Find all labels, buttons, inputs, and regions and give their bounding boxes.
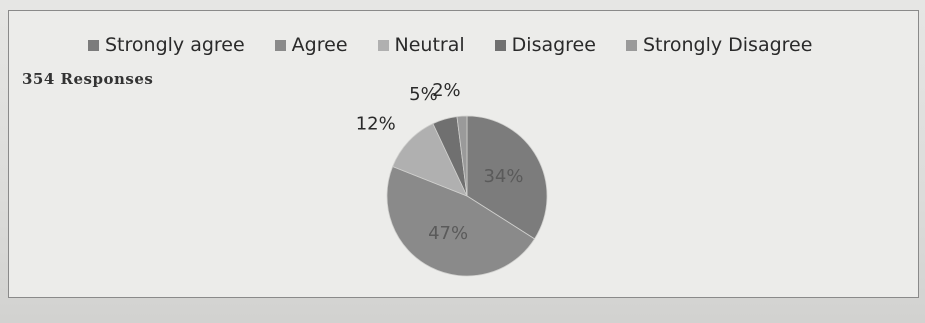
pie-label-neutral: 12% [356, 113, 396, 134]
pie-slice-agree [386, 166, 536, 277]
legend-swatch [494, 39, 506, 51]
legend-swatch [377, 39, 389, 51]
pie-label-agree: 47% [428, 223, 468, 244]
pie-label-strongly-agree: 34% [483, 166, 523, 187]
legend-item-disagree: Disagree [494, 34, 596, 56]
legend-label: Strongly Disagree [642, 34, 813, 56]
legend-label: Disagree [511, 34, 596, 56]
legend-swatch [274, 39, 286, 51]
legend-swatch [625, 39, 637, 51]
legend-item-strongly-disagree: Strongly Disagree [625, 34, 813, 56]
legend-label: Neutral [394, 34, 465, 56]
legend-label: Agree [291, 34, 348, 56]
legend-item-neutral: Neutral [377, 34, 465, 56]
pie-slice-strongly-agree [466, 115, 548, 240]
pie-slice-neutral [392, 123, 468, 197]
pie-label-disagree: 5% [409, 84, 438, 105]
legend-swatch [88, 39, 99, 51]
pie-label-strongly-disagree: 2% [432, 80, 461, 101]
pie-slice-strongly-disagree [456, 115, 468, 197]
legend-item-strongly-agree: Strongly agree [88, 34, 245, 56]
legend-label: Strongly agree [105, 34, 245, 56]
legend: Strongly agree Agree Neutral Disagree St… [88, 34, 812, 56]
legend-item-agree: Agree [274, 34, 348, 56]
responses-count: 354 Responses [22, 70, 154, 88]
